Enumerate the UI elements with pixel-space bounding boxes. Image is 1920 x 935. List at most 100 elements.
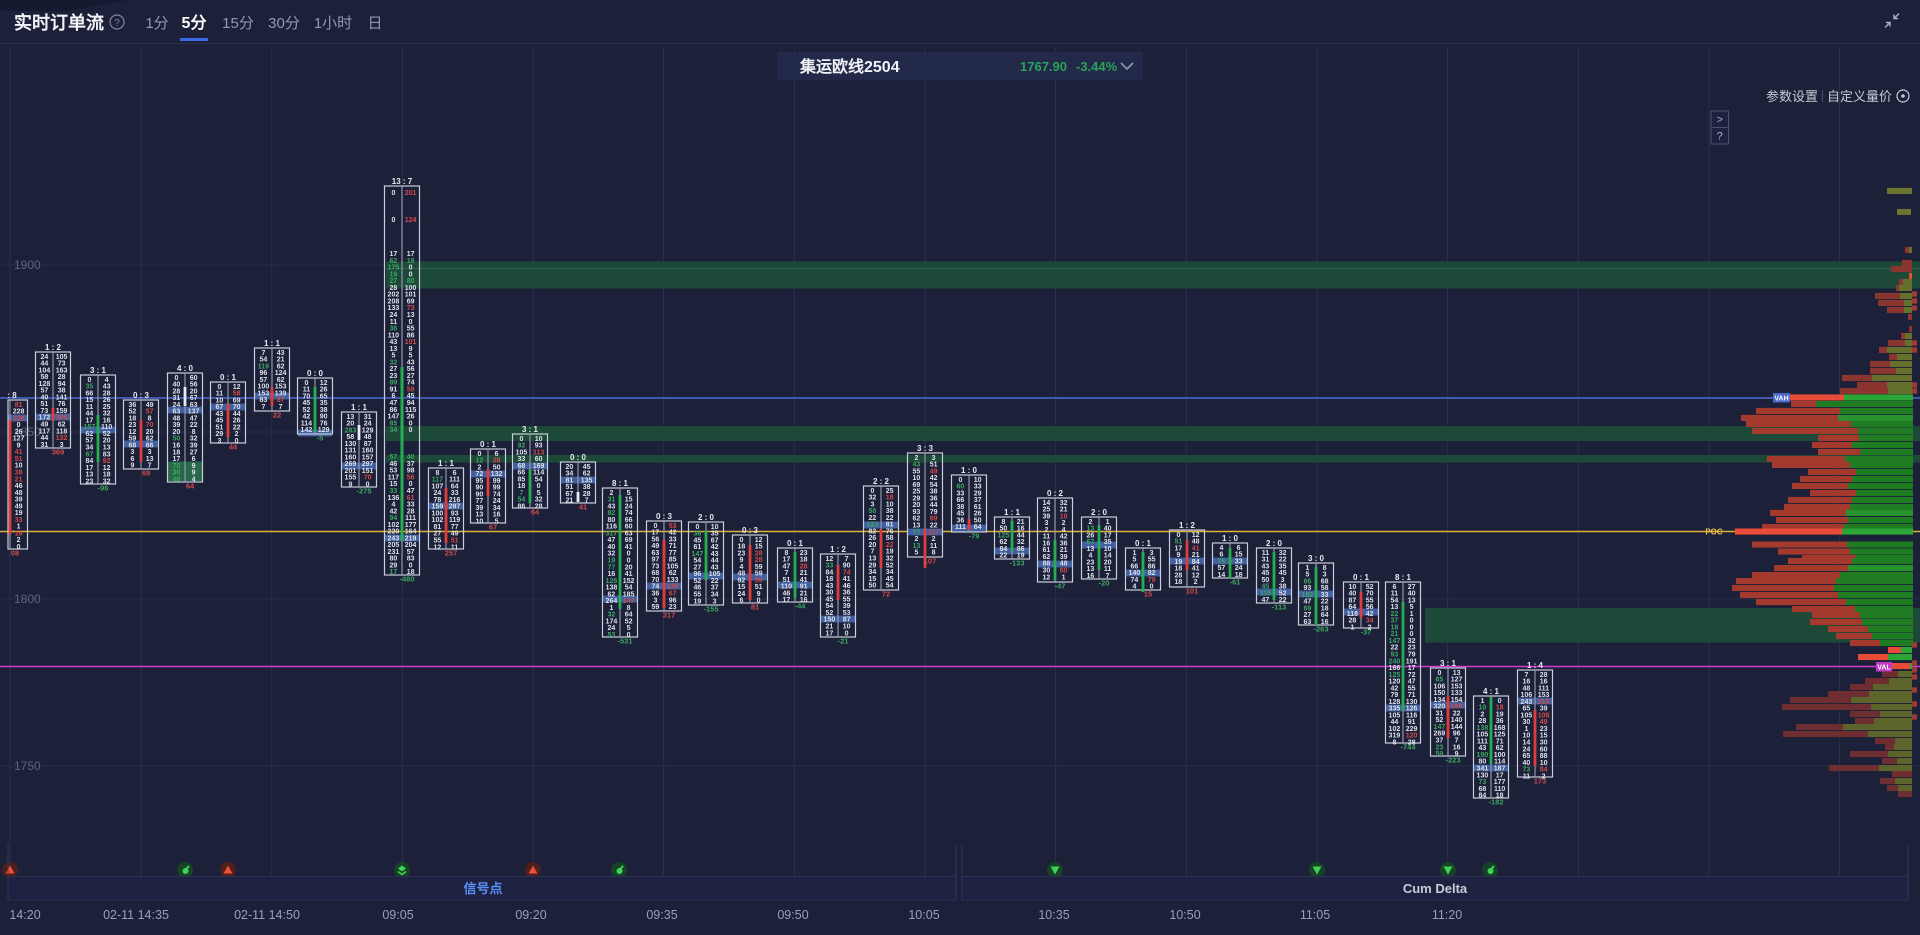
svg-text:57: 57 xyxy=(146,409,154,416)
svg-text:49: 49 xyxy=(1540,719,1548,726)
svg-text:92: 92 xyxy=(738,577,746,584)
svg-text:154: 154 xyxy=(1451,697,1463,704)
svg-text:23: 23 xyxy=(669,604,677,611)
svg-text:21: 21 xyxy=(1192,552,1200,559)
svg-text:54: 54 xyxy=(1391,597,1399,604)
svg-text:13: 13 xyxy=(407,312,415,319)
svg-text:115: 115 xyxy=(1260,590,1271,597)
svg-text:6: 6 xyxy=(391,393,395,400)
svg-text:-182: -182 xyxy=(1488,798,1503,807)
svg-text:11: 11 xyxy=(216,391,224,398)
svg-text:7: 7 xyxy=(261,404,265,411)
svg-text:115: 115 xyxy=(405,407,416,414)
svg-text:76: 76 xyxy=(320,420,328,427)
svg-text:10: 10 xyxy=(1479,705,1487,712)
svg-text:105: 105 xyxy=(56,354,68,361)
svg-text:10: 10 xyxy=(886,501,894,508)
svg-text:21: 21 xyxy=(826,624,834,631)
svg-text:4: 4 xyxy=(739,564,743,571)
svg-text:157: 157 xyxy=(362,454,374,461)
svg-text:24: 24 xyxy=(625,503,633,510)
svg-text:7: 7 xyxy=(585,498,589,505)
svg-text:77: 77 xyxy=(669,550,677,557)
svg-text:80: 80 xyxy=(608,517,616,524)
svg-text:47: 47 xyxy=(1304,599,1312,606)
svg-text:42: 42 xyxy=(1060,534,1068,541)
svg-text:86: 86 xyxy=(390,407,398,414)
svg-text:47: 47 xyxy=(190,415,198,422)
svg-text:10: 10 xyxy=(1523,733,1531,740)
svg-text:12: 12 xyxy=(1192,532,1200,539)
svg-text:28: 28 xyxy=(58,374,66,381)
svg-text:33: 33 xyxy=(957,490,965,497)
svg-text:56: 56 xyxy=(1366,604,1374,611)
svg-text:81: 81 xyxy=(15,402,23,409)
svg-text:0 : 1: 0 : 1 xyxy=(220,373,237,382)
svg-text:28: 28 xyxy=(1349,618,1357,625)
svg-text:185: 185 xyxy=(623,591,635,598)
svg-text:36: 36 xyxy=(129,402,137,409)
svg-text:17: 17 xyxy=(1104,532,1112,539)
svg-text:0: 0 xyxy=(409,420,413,427)
svg-text:22: 22 xyxy=(1391,645,1399,652)
svg-text:0: 0 xyxy=(366,482,370,489)
svg-text:38: 38 xyxy=(694,531,702,538)
svg-text:70: 70 xyxy=(173,463,181,470)
svg-text:1 : 0: 1 : 0 xyxy=(1222,534,1239,543)
svg-text:67: 67 xyxy=(1087,539,1095,546)
svg-text:45: 45 xyxy=(886,576,894,583)
svg-text:32: 32 xyxy=(1408,638,1416,645)
svg-text:41: 41 xyxy=(579,503,587,512)
svg-text:21: 21 xyxy=(15,476,23,483)
svg-text:153: 153 xyxy=(1451,683,1463,690)
svg-text:369: 369 xyxy=(52,448,65,457)
svg-text:6: 6 xyxy=(453,470,457,477)
svg-text:85: 85 xyxy=(669,557,677,564)
svg-text:172: 172 xyxy=(39,415,51,422)
svg-text:32: 32 xyxy=(103,411,111,418)
svg-text:02-11 14:50: 02-11 14:50 xyxy=(234,908,300,922)
svg-text:56: 56 xyxy=(407,475,415,482)
svg-text:67: 67 xyxy=(669,591,677,598)
svg-text:42: 42 xyxy=(669,530,677,537)
svg-text:43: 43 xyxy=(216,411,224,418)
svg-text:54: 54 xyxy=(930,482,938,489)
svg-text:22: 22 xyxy=(711,578,719,585)
svg-text:153: 153 xyxy=(1538,692,1550,699)
svg-text:166: 166 xyxy=(1389,665,1401,672)
svg-text:5: 5 xyxy=(495,519,499,526)
svg-text:23: 23 xyxy=(1087,559,1095,566)
svg-text:108: 108 xyxy=(1538,712,1550,719)
svg-text:58: 58 xyxy=(886,535,894,542)
svg-text:18: 18 xyxy=(518,483,526,490)
svg-text:10: 10 xyxy=(1540,760,1548,767)
svg-text:58: 58 xyxy=(347,434,355,441)
svg-text:14: 14 xyxy=(1218,572,1226,579)
svg-text:8: 8 xyxy=(627,605,631,612)
svg-text:68: 68 xyxy=(652,570,660,577)
svg-text:73: 73 xyxy=(652,563,660,570)
svg-text:5: 5 xyxy=(914,550,918,557)
svg-text:48: 48 xyxy=(1060,561,1068,568)
svg-text:42: 42 xyxy=(930,475,938,482)
svg-text:3 : 3: 3 : 3 xyxy=(917,444,934,453)
svg-text:28: 28 xyxy=(1175,572,1183,579)
svg-text:29: 29 xyxy=(869,562,877,569)
svg-text:130: 130 xyxy=(1406,699,1418,706)
svg-text:85: 85 xyxy=(518,476,526,483)
svg-text:-37: -37 xyxy=(1361,628,1372,637)
svg-text:50: 50 xyxy=(869,583,877,590)
svg-text:66: 66 xyxy=(146,442,154,449)
svg-text:41: 41 xyxy=(843,576,851,583)
svg-text:11: 11 xyxy=(451,544,459,551)
svg-text:35: 35 xyxy=(86,384,94,391)
svg-text:114: 114 xyxy=(301,420,312,427)
svg-text:50: 50 xyxy=(1000,526,1008,533)
svg-text:175: 175 xyxy=(388,265,400,272)
svg-text:27: 27 xyxy=(390,278,398,285)
svg-text:7: 7 xyxy=(519,490,523,497)
svg-text:101: 101 xyxy=(405,339,417,346)
svg-text:19: 19 xyxy=(608,558,616,565)
svg-text:66: 66 xyxy=(518,470,526,477)
svg-text:40: 40 xyxy=(1523,760,1531,767)
